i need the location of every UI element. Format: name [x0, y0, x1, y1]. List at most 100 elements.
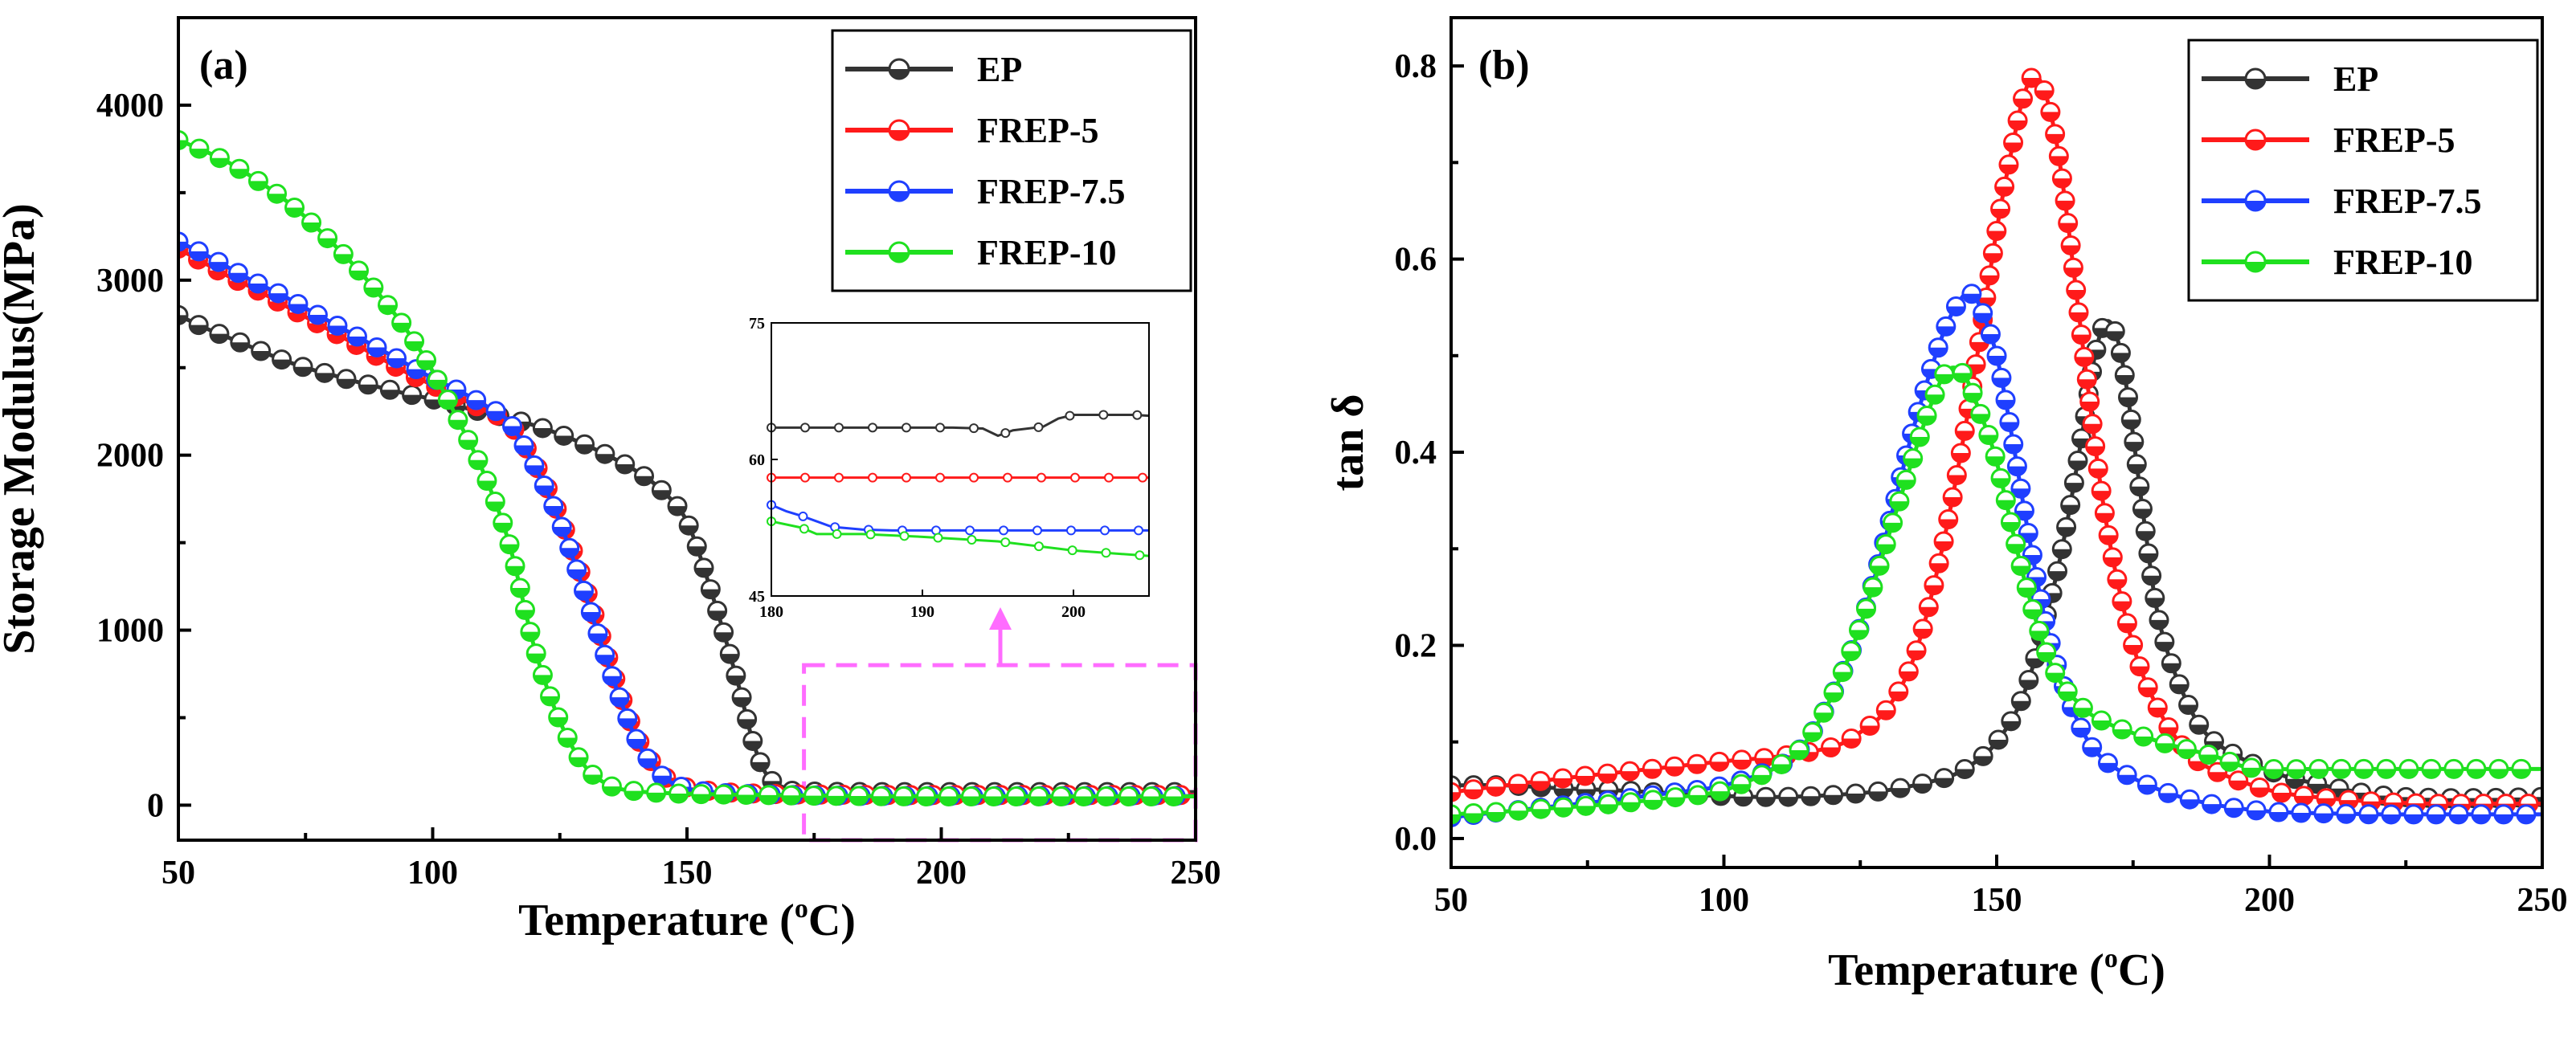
data-point — [750, 752, 771, 773]
data-point-fill — [2106, 331, 2124, 341]
data-point-fill — [190, 251, 208, 260]
data-point-fill — [2078, 379, 2096, 389]
data-point — [1906, 640, 1927, 661]
data-point — [366, 337, 387, 358]
data-point-fill — [1877, 710, 1895, 720]
data-point-fill — [582, 611, 600, 621]
data-point — [626, 729, 647, 749]
data-point — [2126, 454, 2147, 475]
data-point — [2067, 450, 2088, 471]
inset-data-point — [868, 422, 877, 433]
data-point — [1986, 221, 2007, 242]
data-point — [2071, 324, 2091, 345]
data-point — [458, 430, 479, 451]
data-point — [247, 273, 268, 294]
data-point-fill — [2177, 749, 2196, 758]
inset-data-point — [999, 525, 1009, 536]
data-point-fill — [737, 794, 755, 804]
data-point — [601, 776, 622, 797]
data-point-fill — [2041, 112, 2059, 121]
data-point — [189, 138, 210, 159]
inset-data-point — [1037, 472, 1046, 483]
data-point-fill — [2145, 598, 2164, 607]
y-tick-label: 0.4 — [1395, 435, 1437, 471]
data-point — [1687, 753, 1707, 774]
data-point-fill — [318, 238, 337, 247]
data-point-fill — [2179, 704, 2198, 714]
data-point-fill — [688, 546, 706, 556]
data-point — [2116, 613, 2137, 634]
data-point — [1889, 491, 1910, 512]
data-point — [327, 316, 348, 337]
data-point-fill — [1999, 164, 2018, 173]
data-point-fill — [381, 390, 399, 399]
data-point-fill — [2138, 784, 2157, 794]
data-point — [358, 374, 378, 395]
data-point — [609, 687, 630, 708]
data-point-fill — [1553, 778, 1572, 788]
data-point-fill — [1666, 766, 1684, 776]
data-point-fill — [178, 140, 187, 149]
data-point-fill — [1464, 789, 1482, 798]
data-point — [2448, 804, 2469, 825]
data-point — [2466, 758, 2487, 779]
data-point-fill — [1974, 756, 1993, 765]
data-point-fill — [894, 796, 913, 806]
data-point — [617, 708, 638, 729]
data-point — [1687, 785, 1708, 806]
data-point-fill — [2112, 601, 2131, 610]
inset-data-point — [1101, 548, 1111, 558]
data-point — [691, 784, 712, 805]
data-point — [568, 747, 589, 768]
data-point — [1756, 786, 1777, 807]
inset-data-point — [968, 423, 979, 434]
data-point — [2058, 213, 2079, 234]
data-point-fill — [759, 794, 778, 804]
data-point — [1980, 324, 2001, 345]
data-point — [554, 425, 574, 446]
data-point — [1934, 364, 1955, 385]
data-point — [267, 183, 288, 204]
data-point-fill — [618, 718, 636, 728]
data-point — [333, 243, 354, 264]
data-point-fill — [1997, 399, 2015, 409]
data-point-fill — [574, 590, 593, 600]
data-point — [2057, 681, 2078, 702]
data-point — [2071, 717, 2091, 738]
data-point-fill — [285, 207, 304, 217]
data-point — [595, 443, 615, 464]
data-point — [2263, 759, 2284, 780]
data-point — [209, 148, 230, 169]
data-point-fill — [2069, 312, 2087, 321]
data-point — [288, 293, 309, 314]
data-point-fill — [487, 410, 505, 420]
data-point-fill — [1970, 341, 1989, 351]
data-point — [1552, 768, 1573, 789]
data-point-fill — [554, 435, 573, 445]
legend-marker-fill — [2246, 140, 2265, 149]
data-point-fill — [804, 795, 823, 805]
inset-data-point — [1070, 472, 1080, 483]
legend-item: FREP-10 — [845, 233, 1117, 272]
data-point-fill — [1953, 373, 1972, 382]
data-point-fill — [1991, 208, 2010, 218]
x-tick-label: 100 — [1699, 882, 1749, 919]
data-point — [2045, 124, 2066, 145]
data-point-fill — [178, 315, 187, 324]
data-point-fill — [2062, 245, 2080, 255]
data-point-fill — [2225, 807, 2243, 817]
data-point — [2228, 770, 2249, 791]
data-point — [737, 708, 758, 729]
data-point — [1934, 768, 1955, 789]
inset-data-point — [1104, 472, 1114, 483]
data-point — [742, 730, 763, 751]
data-point-fill — [1986, 456, 2005, 466]
data-point-fill — [407, 369, 426, 378]
data-point — [2060, 235, 2081, 255]
data-point-fill — [2399, 769, 2418, 778]
data-point — [1620, 792, 1641, 813]
data-point — [1973, 303, 1993, 324]
x-axis-title: Temperature (oC) — [518, 894, 856, 945]
data-point-fill — [541, 696, 559, 705]
